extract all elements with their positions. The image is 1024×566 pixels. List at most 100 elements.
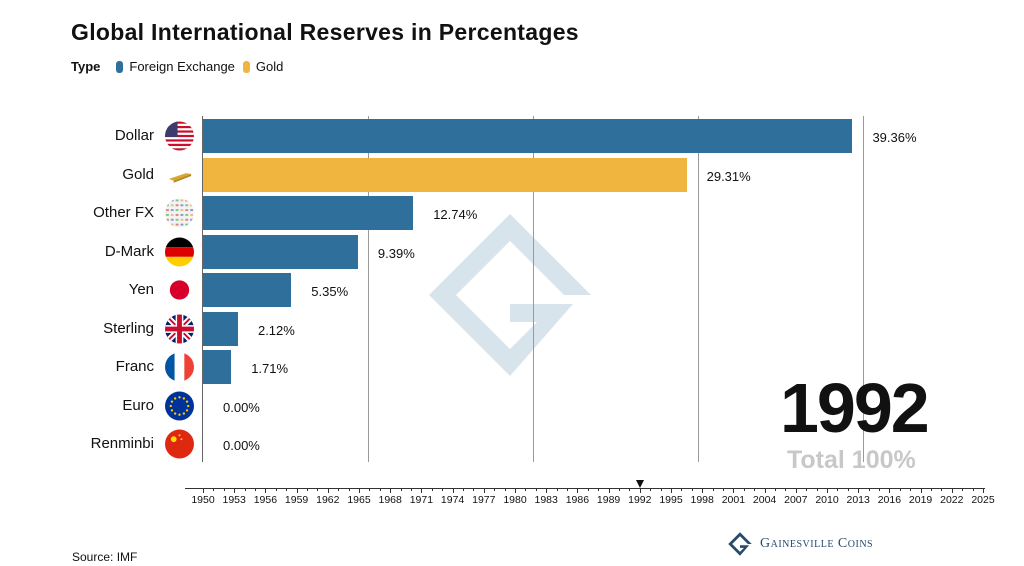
timeline-tick bbox=[598, 488, 600, 491]
timeline-tick bbox=[671, 488, 672, 493]
timeline-tick bbox=[504, 488, 506, 491]
timeline-tick bbox=[296, 488, 298, 493]
brand-name: Gainesville Coins bbox=[760, 536, 874, 551]
timeline-tick bbox=[255, 488, 256, 491]
timeline-year-label[interactable]: 1965 bbox=[347, 494, 371, 506]
value-label: 0.00% bbox=[223, 399, 260, 415]
legend: Type Foreign Exchange Gold bbox=[71, 59, 283, 75]
timeline-tick bbox=[879, 488, 880, 491]
tick-labels: 10%20%30%40% bbox=[0, 90, 868, 116]
timeline-tick bbox=[962, 488, 964, 491]
china-flag-icon bbox=[165, 429, 194, 459]
timeline-tick bbox=[702, 488, 704, 493]
timeline-tick bbox=[307, 488, 308, 491]
timeline-tick bbox=[931, 488, 932, 491]
timeline-tick bbox=[317, 488, 319, 491]
timeline-tick bbox=[806, 488, 808, 491]
timeline-year-label[interactable]: 1953 bbox=[222, 494, 246, 506]
gainesville-logo-icon bbox=[728, 532, 752, 556]
gridline bbox=[533, 116, 534, 462]
timeline-year-label[interactable]: 2019 bbox=[908, 494, 933, 506]
watermark-logo-icon bbox=[429, 214, 591, 376]
timeline-tick bbox=[639, 488, 641, 493]
bar-franc bbox=[203, 350, 232, 384]
current-year: 1992 bbox=[780, 369, 930, 447]
timeline-year-label[interactable]: 1956 bbox=[253, 494, 278, 506]
timeline-year-label[interactable]: 1977 bbox=[472, 494, 496, 506]
timeline-year-label[interactable]: 2010 bbox=[815, 494, 839, 506]
bar-other-fx bbox=[203, 196, 414, 230]
value-label: 9.39% bbox=[377, 245, 415, 261]
timeline-tick bbox=[858, 488, 860, 493]
timeline-year-label[interactable]: 2013 bbox=[846, 494, 870, 506]
timeline-tick bbox=[203, 488, 204, 493]
timeline-year-label[interactable]: 2016 bbox=[877, 494, 902, 506]
category-label: Franc bbox=[115, 358, 154, 375]
timeline-tick bbox=[691, 488, 693, 491]
timeline-year-label[interactable]: 2022 bbox=[940, 494, 964, 506]
timeline-year-label[interactable]: 1959 bbox=[284, 494, 309, 506]
timeline-tick bbox=[359, 488, 360, 493]
timeline-year-label[interactable]: 1998 bbox=[690, 494, 714, 506]
timeline-year-label[interactable]: 2007 bbox=[784, 494, 808, 506]
timeline-tick bbox=[681, 488, 683, 491]
timeline-year-label[interactable]: 1971 bbox=[409, 494, 434, 506]
timeline-tick bbox=[764, 488, 766, 493]
timeline-tick bbox=[619, 488, 620, 491]
timeline-tick bbox=[795, 488, 797, 493]
timeline-year-label[interactable]: 1974 bbox=[440, 494, 465, 506]
timeline-year-label[interactable]: 1962 bbox=[316, 494, 340, 506]
uk-flag-icon bbox=[165, 314, 194, 343]
timeline-year-label[interactable]: 2001 bbox=[721, 494, 746, 506]
timeline-tick bbox=[223, 488, 225, 491]
timeline-year-label[interactable]: 1968 bbox=[378, 494, 402, 506]
timeline-year-label[interactable]: 2004 bbox=[752, 494, 777, 506]
timeline-year-label[interactable]: 1983 bbox=[534, 494, 558, 506]
timeline-tick bbox=[338, 488, 340, 491]
axis-baseline bbox=[202, 116, 203, 462]
timeline-year-label[interactable]: 1995 bbox=[659, 494, 683, 506]
timeline-tick bbox=[827, 488, 828, 493]
timeline-tick bbox=[494, 488, 496, 491]
timeline-tick bbox=[816, 488, 818, 491]
timeline-tick bbox=[629, 488, 631, 491]
timeline-tick bbox=[473, 488, 475, 491]
france-flag-icon bbox=[165, 352, 194, 382]
timeline-year-label[interactable]: 2025 bbox=[971, 494, 995, 506]
bar-gold bbox=[203, 157, 687, 192]
timeline-tick bbox=[608, 488, 610, 493]
gridline bbox=[698, 116, 699, 462]
gold-bar-icon bbox=[165, 160, 194, 189]
timeline-tick bbox=[556, 488, 558, 491]
timeline-tick bbox=[286, 488, 288, 491]
timeline-year-label[interactable]: 1980 bbox=[503, 494, 527, 506]
timeline-tick bbox=[920, 488, 922, 493]
us-flag-icon bbox=[165, 121, 194, 151]
timeline-axis[interactable] bbox=[185, 488, 985, 489]
timeline-tick bbox=[234, 488, 236, 493]
timeline-tick bbox=[972, 488, 974, 491]
timeline-tick bbox=[515, 488, 516, 493]
timeline-year-label[interactable]: 1989 bbox=[596, 494, 621, 506]
timeline-tick bbox=[244, 488, 246, 491]
timeline-year-label[interactable]: 1986 bbox=[565, 494, 590, 506]
timeline-tick bbox=[910, 488, 912, 491]
timeline-tick bbox=[723, 488, 724, 491]
value-label: 39.36% bbox=[872, 130, 917, 145]
chart-title: Global International Reserves in Percent… bbox=[71, 19, 579, 45]
timeline-tick bbox=[442, 488, 444, 491]
timeline-tick bbox=[546, 488, 548, 493]
timeline-year-label[interactable]: 1950 bbox=[191, 494, 215, 506]
legend-swatch-gold bbox=[242, 61, 250, 73]
timeline-tick bbox=[275, 488, 277, 491]
timeline-year-label[interactable]: 1992 bbox=[628, 494, 652, 506]
timeline-tick bbox=[712, 488, 714, 491]
value-label: 5.35% bbox=[311, 284, 349, 299]
timeline-tick bbox=[733, 488, 735, 493]
value-label: 12.74% bbox=[433, 207, 478, 222]
timeline-tick bbox=[785, 488, 787, 491]
legend-item-fx: Foreign Exchange bbox=[129, 59, 235, 74]
germany-flag-icon bbox=[165, 237, 194, 266]
category-label: Euro bbox=[122, 396, 154, 414]
timeline-marker-icon[interactable] bbox=[635, 480, 644, 488]
